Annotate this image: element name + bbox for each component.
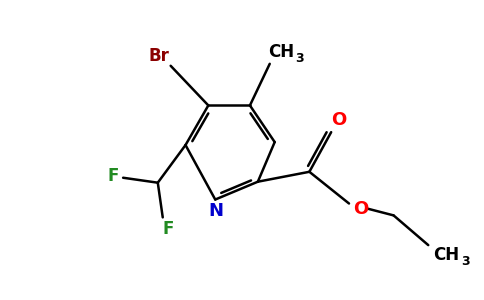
Text: Br: Br [148,47,169,65]
Text: CH: CH [269,43,295,61]
Text: F: F [162,220,173,238]
Text: 3: 3 [295,52,304,65]
Text: O: O [332,111,347,129]
Text: 3: 3 [462,256,470,268]
Text: F: F [107,167,119,185]
Text: N: N [209,202,224,220]
Text: O: O [353,200,368,218]
Text: CH: CH [433,246,459,264]
